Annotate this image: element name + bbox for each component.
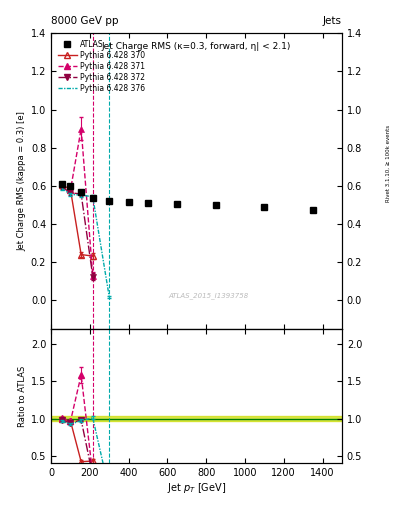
Text: Rivet 3.1.10, ≥ 100k events: Rivet 3.1.10, ≥ 100k events bbox=[386, 125, 391, 202]
Text: Jets: Jets bbox=[323, 15, 342, 26]
Bar bbox=[51, 416, 342, 421]
Y-axis label: Ratio to ATLAS: Ratio to ATLAS bbox=[18, 366, 27, 427]
X-axis label: Jet $p_T$ [GeV]: Jet $p_T$ [GeV] bbox=[167, 481, 226, 495]
Text: 8000 GeV pp: 8000 GeV pp bbox=[51, 15, 119, 26]
Legend: ATLAS, Pythia 6.428 370, Pythia 6.428 371, Pythia 6.428 372, Pythia 6.428 376: ATLAS, Pythia 6.428 370, Pythia 6.428 37… bbox=[58, 40, 145, 93]
Y-axis label: Jet Charge RMS (kappa = 0.3) [e]: Jet Charge RMS (kappa = 0.3) [e] bbox=[18, 111, 27, 251]
Text: ATLAS_2015_I1393758: ATLAS_2015_I1393758 bbox=[168, 293, 248, 300]
Text: Jet Charge RMS (κ=0.3, forward, η| < 2.1): Jet Charge RMS (κ=0.3, forward, η| < 2.1… bbox=[102, 42, 291, 51]
